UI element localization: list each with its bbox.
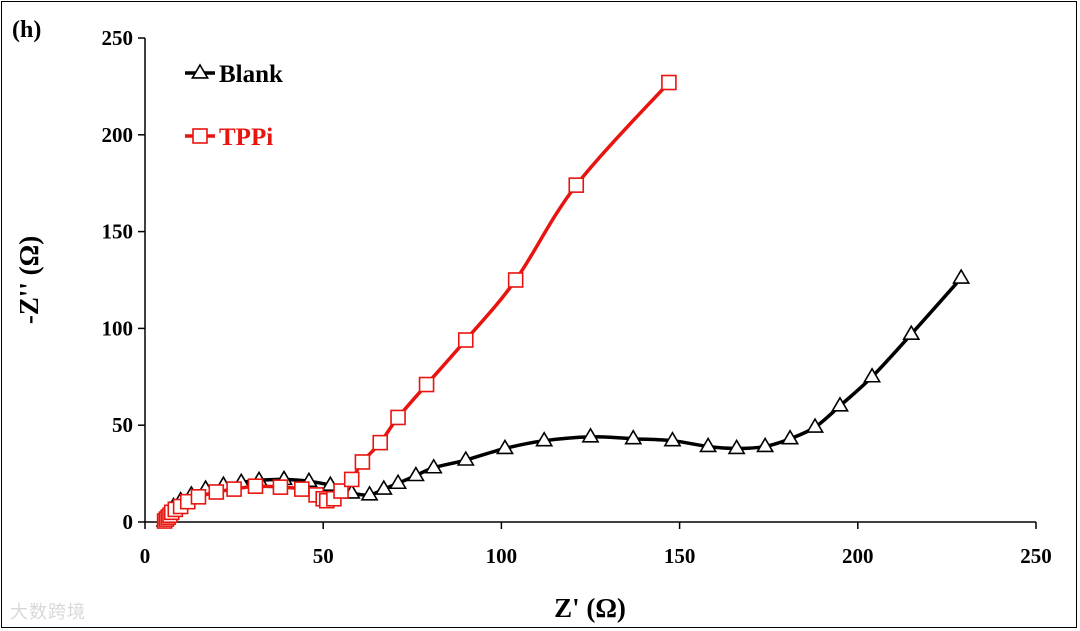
legend-label: Blank <box>219 61 283 88</box>
data-point-tppi <box>333 483 349 499</box>
y-ticks: 0 50 100 150 200 250 <box>102 26 145 534</box>
data-point-blank <box>952 268 971 284</box>
y-tick-label: 0 <box>123 510 134 534</box>
data-point-tppi <box>507 272 524 288</box>
legend: Blank TPPi <box>185 61 283 151</box>
x-tick-label: 50 <box>313 544 334 568</box>
y-tick-label: 50 <box>112 413 133 437</box>
data-point-blank <box>360 485 379 501</box>
data-point-tppi <box>457 332 474 348</box>
y-tick-label: 250 <box>102 26 134 50</box>
x-ticks: 0 50 100 150 200 250 <box>140 522 1052 568</box>
data-point-blank <box>424 458 443 474</box>
legend-item-blank: Blank <box>185 61 283 88</box>
legend-item-tppi: TPPi <box>185 124 273 151</box>
data-point-blank <box>374 479 393 495</box>
x-tick-label: 100 <box>486 544 518 568</box>
legend-marker-blank <box>191 63 209 79</box>
data-point-tppi <box>372 434 389 451</box>
legend-label: TPPi <box>219 124 273 151</box>
panel-label: (h) <box>12 17 41 43</box>
data-point-tppi <box>294 481 310 497</box>
data-point-blank <box>406 465 425 482</box>
data-point-blank <box>535 431 554 447</box>
data-point-tppi <box>190 489 207 505</box>
data-point-blank <box>699 436 718 453</box>
x-tick-label: 250 <box>1020 544 1052 568</box>
watermark: 大数跨境 <box>10 602 86 623</box>
data-point-blank <box>727 438 746 455</box>
data-point-blank <box>781 429 800 445</box>
data-point-blank <box>624 429 643 445</box>
data-point-blank <box>756 436 775 453</box>
y-tick-label: 200 <box>102 123 134 147</box>
data-point-tppi <box>226 481 242 497</box>
y-tick-label: 150 <box>102 220 134 244</box>
series-layer <box>155 74 971 529</box>
data-point-tppi <box>390 409 406 426</box>
x-tick-label: 150 <box>664 544 696 568</box>
data-point-tppi <box>247 478 264 494</box>
data-point-blank <box>663 431 682 447</box>
data-point-tppi <box>343 471 360 488</box>
data-point-blank <box>495 438 514 455</box>
plot-area <box>144 38 1036 523</box>
y-tick-label: 100 <box>102 316 134 340</box>
y-axis-title: -Z'' (Ω) <box>14 236 44 324</box>
data-point-blank <box>389 473 408 490</box>
data-point-blank <box>830 396 849 412</box>
x-tick-label: 200 <box>842 544 874 568</box>
data-point-blank <box>863 367 882 383</box>
data-point-tppi <box>661 74 677 91</box>
series-tppi <box>156 74 677 529</box>
data-point-blank <box>581 427 600 443</box>
data-point-tppi <box>208 484 225 500</box>
x-tick-label: 0 <box>140 544 151 568</box>
data-point-tppi <box>418 376 435 393</box>
data-point-blank <box>902 324 921 340</box>
x-axis-title: Z' (Ω) <box>554 593 626 623</box>
data-point-tppi <box>354 454 371 470</box>
data-point-blank <box>806 417 825 433</box>
data-point-tppi <box>272 479 289 495</box>
data-point-tppi <box>568 177 585 193</box>
data-point-blank <box>456 450 475 466</box>
legend-marker-tppi <box>192 128 208 144</box>
